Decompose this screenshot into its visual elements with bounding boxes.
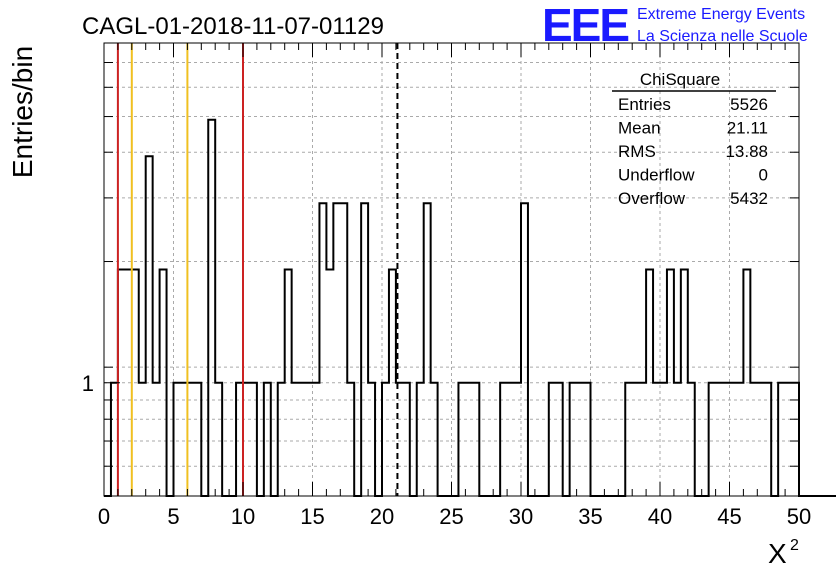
histogram-bin xyxy=(521,203,528,496)
stats-row-value: 0 xyxy=(759,166,768,185)
y-tick-labels: 1 xyxy=(82,371,94,396)
x-tick-label: 45 xyxy=(717,504,741,529)
stats-row-value: 5432 xyxy=(730,189,768,208)
histogram-bin xyxy=(333,203,340,496)
eee-logo-line2: La Scienza nelle Scuole xyxy=(637,28,808,45)
stats-box: ChiSquare Entries 5526 Mean 21.11 RMS 13.88 Un… xyxy=(612,70,776,208)
chart-grid xyxy=(104,43,799,496)
x-tick-label: 15 xyxy=(300,504,324,529)
x-tick-labels: 0 5 10 15 20 25 30 35 40 45 50 xyxy=(98,504,811,529)
x-tick-label: 0 xyxy=(98,504,110,529)
histogram-outline xyxy=(104,118,836,497)
marker-lines xyxy=(116,43,399,496)
x-tick-label: 10 xyxy=(231,504,255,529)
stats-rows: Entries 5526 Mean 21.11 RMS 13.88 Underflow 0 Ov… xyxy=(618,95,768,208)
histogram-bin xyxy=(208,120,215,496)
histogram-bin xyxy=(319,203,326,496)
x-tick-label: 50 xyxy=(787,504,811,529)
histogram-bin xyxy=(424,203,431,496)
stats-row-value: 13.88 xyxy=(725,142,768,161)
histogram-bin xyxy=(340,203,347,496)
stats-row-value: 5526 xyxy=(730,95,768,114)
stats-row-label: Underflow xyxy=(618,166,695,185)
histogram-bars xyxy=(104,118,836,497)
stats-row-label: Entries xyxy=(618,95,671,114)
x-axis-label: X 2 xyxy=(768,537,799,569)
eee-logo: EEE Extreme Energy Events La Scienza nel… xyxy=(542,0,808,51)
x-tick-label: 35 xyxy=(578,504,602,529)
stats-row-value: 21.11 xyxy=(727,119,768,138)
run-title: CAGL-01-2018-11-07-01129 xyxy=(82,13,384,40)
stats-box-name: ChiSquare xyxy=(640,70,720,89)
histogram-bin xyxy=(146,156,153,496)
x-tick-label: 30 xyxy=(509,504,533,529)
eee-logo-letters: EEE xyxy=(542,0,628,51)
x-tick-label: 25 xyxy=(439,504,463,529)
stats-row-label: Overflow xyxy=(618,189,686,208)
y-tick-label: 1 xyxy=(82,371,94,396)
axis-ticks xyxy=(103,43,800,496)
y-axis-label: Entries/bin xyxy=(7,46,38,178)
stats-row-label: Mean xyxy=(618,119,661,138)
x-axis-label-superscript: 2 xyxy=(790,537,799,554)
x-tick-label: 40 xyxy=(648,504,672,529)
x-tick-label: 20 xyxy=(370,504,394,529)
x-tick-label: 5 xyxy=(167,504,179,529)
histogram-bin xyxy=(361,203,368,496)
x-axis-label-base: X xyxy=(768,538,787,569)
stats-row-label: RMS xyxy=(618,142,656,161)
eee-logo-line1: Extreme Energy Events xyxy=(637,6,805,23)
